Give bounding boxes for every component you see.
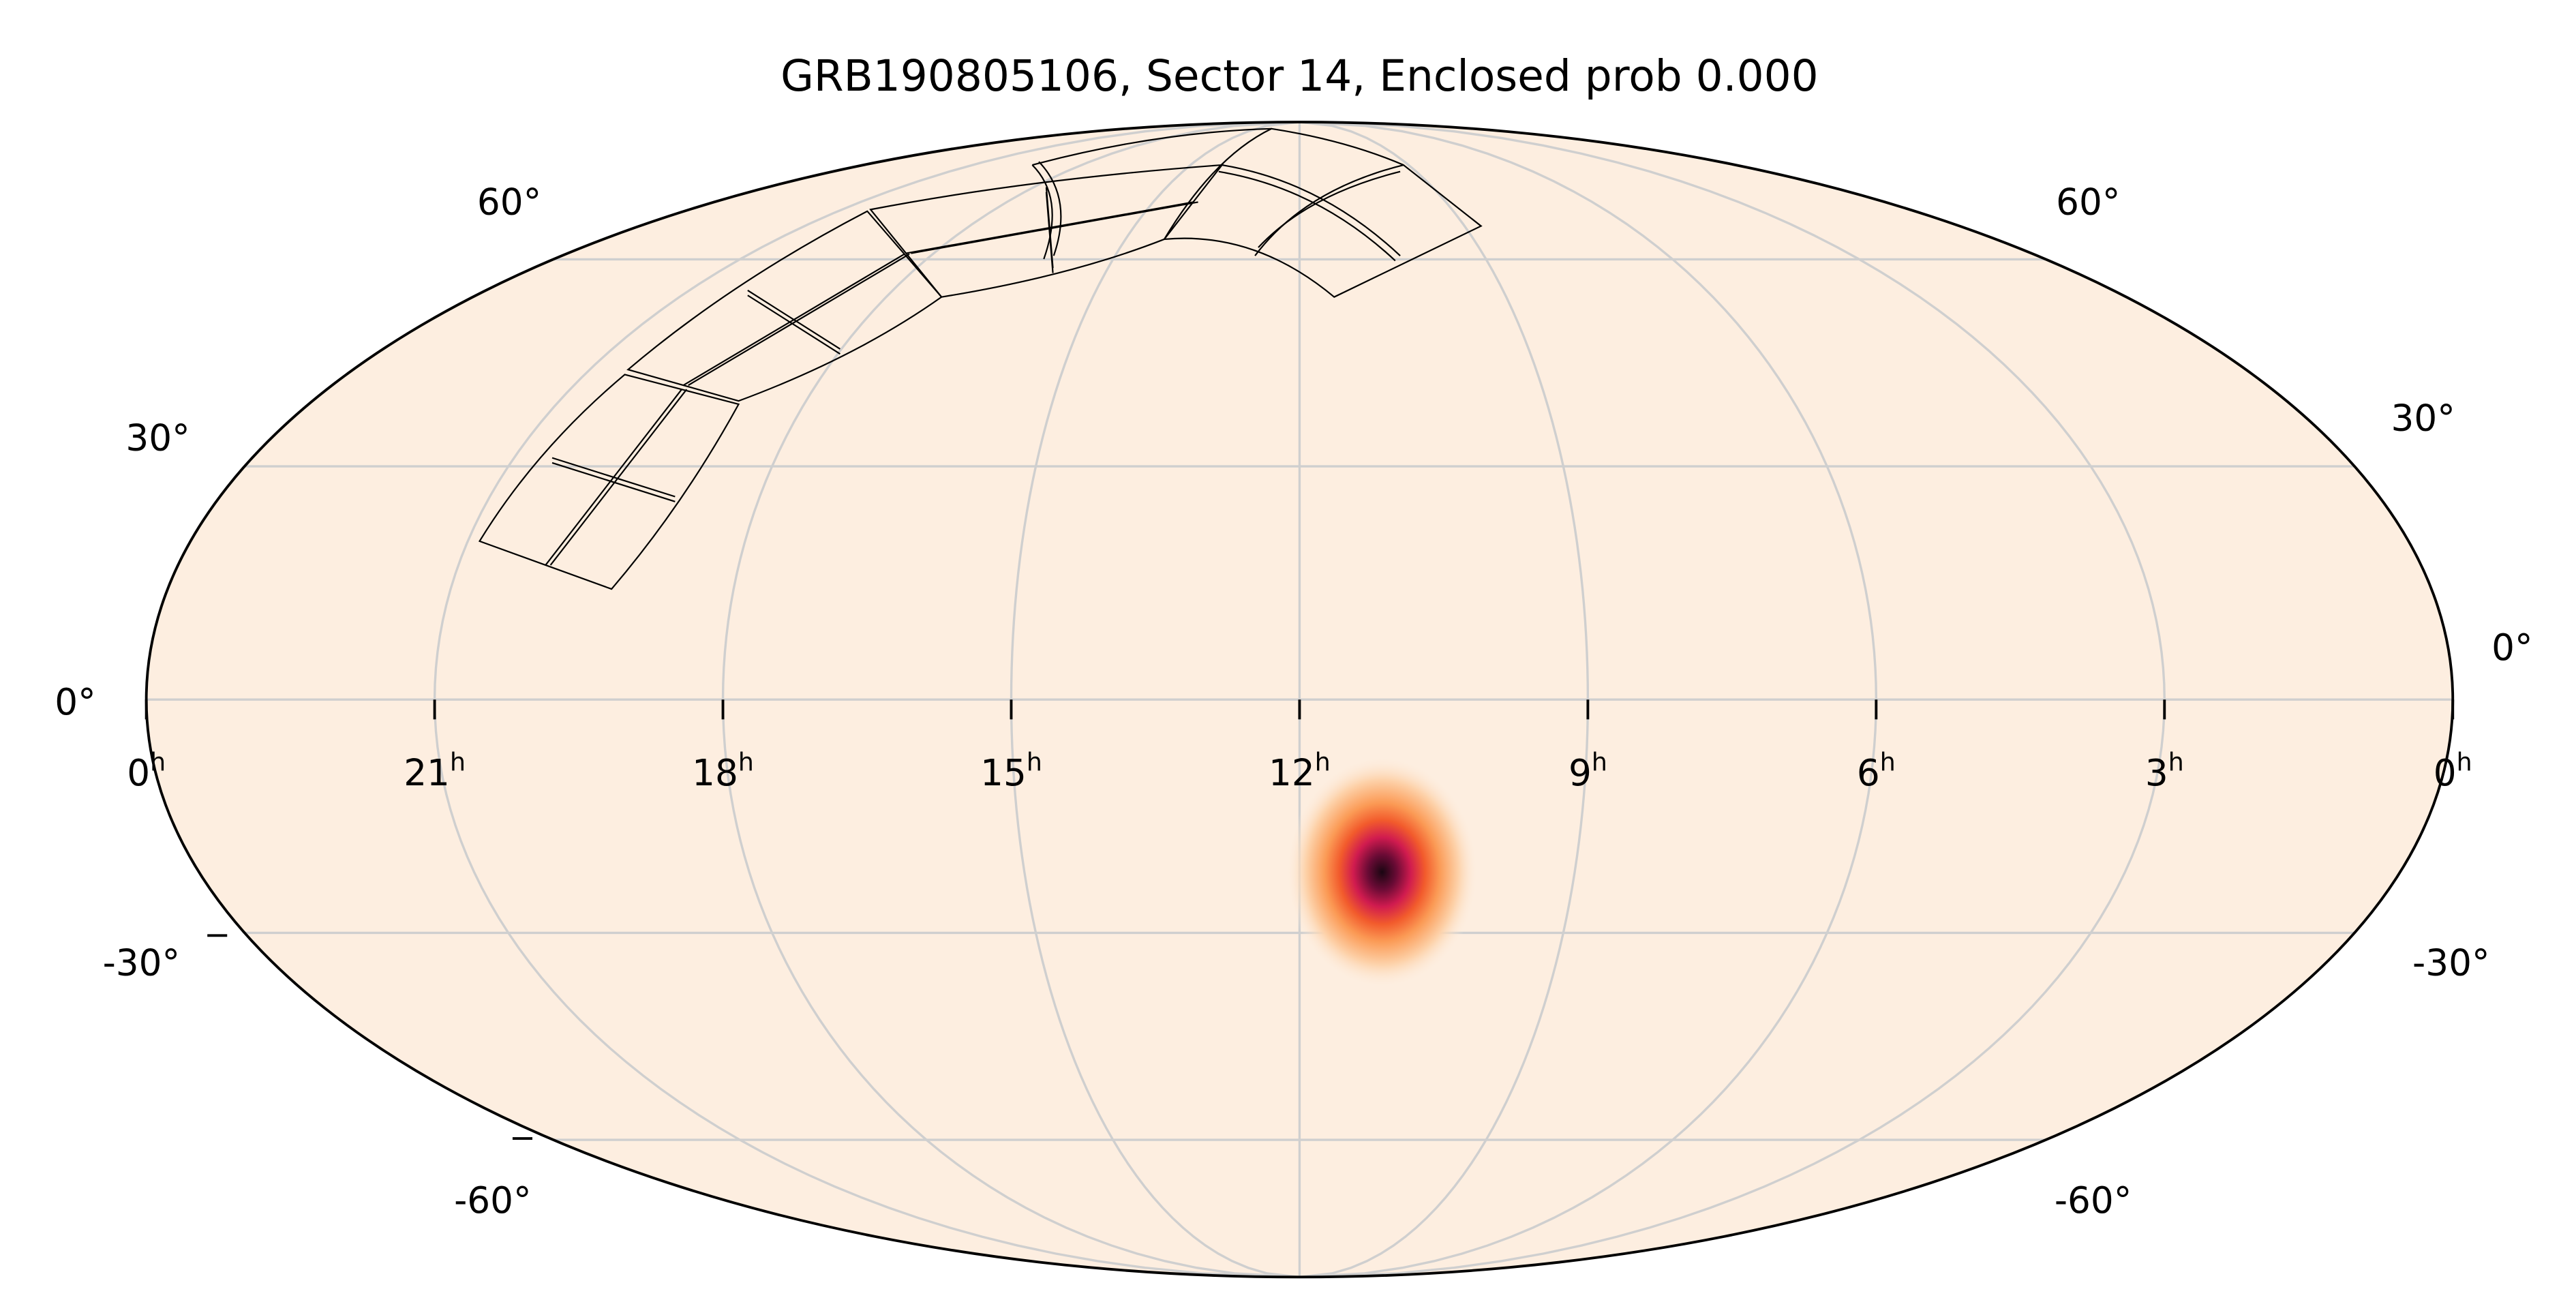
dec-tick-label-left: 0° [55, 681, 96, 723]
ra-tick-label: 9h [1569, 747, 1607, 794]
ra-gridline [1299, 122, 1878, 1278]
dec-tick-label-left: 60° [477, 181, 541, 224]
ra-gridline [1010, 122, 1300, 1278]
ccd-outline [688, 253, 910, 387]
dec-tick-label-right: 30° [2391, 397, 2455, 440]
ra-tick-label: 3h [2145, 747, 2184, 794]
ccd-outline [545, 389, 682, 566]
ccd-outline [1164, 127, 1483, 298]
ra-tick-label: 12h [1269, 747, 1331, 794]
ccd-outline [1218, 170, 1396, 262]
ra-gridline [433, 122, 1300, 1278]
ra-tick-label: 0h [2434, 747, 2472, 794]
ra-tick-label: 18h [692, 747, 754, 794]
ccd-outline [1258, 170, 1401, 248]
ccd-outline [1045, 192, 1054, 273]
sky-boundary [145, 121, 2455, 1279]
ra-tick-label: 15h [980, 747, 1042, 794]
ccd-outline [478, 374, 740, 590]
ccd-outline [1222, 164, 1401, 256]
dec-tick-label-right: -60° [2055, 1179, 2132, 1222]
ccd-outline [549, 389, 688, 566]
chart-title: GRB190805106, Sector 14, Enclosed prob 0… [781, 51, 1819, 101]
ccd-outline [1031, 161, 1062, 260]
ccd-outline [747, 294, 840, 355]
dec-tick-label-right: 0° [2491, 626, 2533, 669]
ccd-outline [682, 253, 905, 387]
ra-gridline [721, 122, 1300, 1278]
ra-tick-label: 6h [1857, 747, 1896, 794]
ra-tick-label: 0h [127, 747, 166, 794]
ra-gridline [1299, 122, 1590, 1278]
dec-tick-label-right: 60° [2056, 181, 2120, 224]
dec-tick-label-left: -30° [103, 941, 181, 984]
ccd-outline [1032, 127, 1272, 166]
ccd-outline [911, 201, 1198, 254]
localization-blob [1286, 756, 1478, 988]
ra-gridline [1299, 122, 2166, 1278]
ccd-outline [551, 462, 676, 502]
ccd-outline [626, 210, 943, 402]
ccd-outline [906, 201, 1194, 254]
dec-tick-label-left: 30° [125, 417, 190, 459]
dec-tick-label-left: -60° [454, 1179, 532, 1222]
ccd-outline [1254, 164, 1404, 256]
dec-tick-label-right: -30° [2412, 941, 2490, 984]
ra-tick-label: 21h [404, 747, 466, 794]
